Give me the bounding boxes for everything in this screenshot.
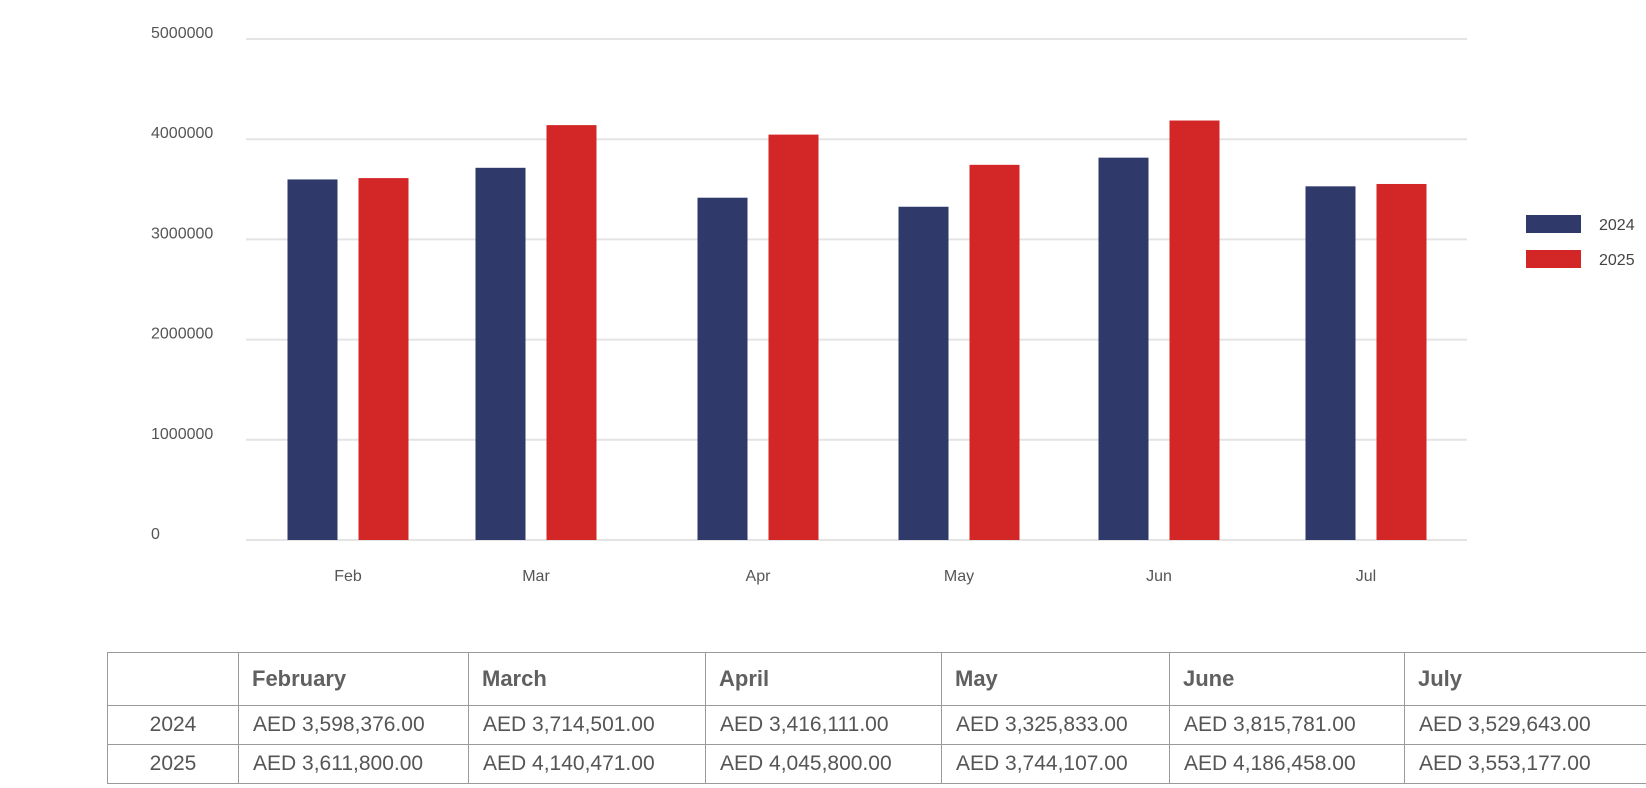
table-header-june: June	[1169, 652, 1405, 706]
legend-label: 2024	[1599, 217, 1635, 234]
table-cell: AED 3,529,643.00	[1404, 705, 1646, 745]
y-tick-label: 3000000	[151, 225, 213, 242]
table-cell: AED 3,598,376.00	[238, 705, 469, 745]
table-header-corner	[107, 652, 239, 706]
table-row: 2024 AED 3,598,376.00 AED 3,714,501.00 A…	[107, 705, 1646, 745]
table-header-row: February March April May June July	[107, 652, 1646, 706]
bars	[287, 120, 1427, 540]
bar-2025-jun	[1169, 120, 1220, 540]
x-tick-label: Jul	[1356, 568, 1376, 585]
bar-2024-jun	[1098, 157, 1149, 540]
grid-lines	[246, 38, 1467, 541]
legend-swatch	[1526, 215, 1581, 233]
bar-2025-feb	[358, 178, 409, 540]
table-header-may: May	[941, 652, 1170, 706]
x-tick-label: Apr	[746, 568, 772, 585]
y-axis-ticks: 0 1000000 2000000 3000000 4000000 5000000	[151, 25, 213, 543]
table-cell: AED 3,744,107.00	[941, 744, 1170, 784]
bar-chart: 0 1000000 2000000 3000000 4000000 5000000 Feb…	[151, 25, 1635, 585]
table-cell: AED 3,714,501.00	[468, 705, 706, 745]
data-table: February March April May June July 2024 …	[107, 652, 1646, 784]
table-header-march: March	[468, 652, 706, 706]
table-cell: AED 4,140,471.00	[468, 744, 706, 784]
x-axis-ticks: Feb Mar Apr May Jun Jul	[334, 568, 1376, 585]
table-cell: AED 3,815,781.00	[1169, 705, 1405, 745]
table-header-july: July	[1404, 652, 1646, 706]
x-tick-label: May	[944, 568, 974, 585]
table-cell: AED 3,611,800.00	[238, 744, 469, 784]
bar-2025-jul	[1376, 183, 1427, 540]
table-cell: AED 3,553,177.00	[1404, 744, 1646, 784]
bar-2024-jul	[1305, 186, 1356, 540]
table-cell: AED 3,416,111.00	[705, 705, 942, 745]
bar-2025-mar	[546, 125, 597, 540]
bar-2024-feb	[287, 179, 338, 540]
table-header-april: April	[705, 652, 942, 706]
bar-2024-mar	[475, 167, 526, 540]
bar-2024-may	[898, 206, 949, 540]
bar-2024-apr	[697, 197, 748, 540]
table-row: 2025 AED 3,611,800.00 AED 4,140,471.00 A…	[107, 744, 1646, 784]
table-cell: AED 3,325,833.00	[941, 705, 1170, 745]
bar-2025-may	[969, 164, 1020, 540]
y-tick-label: 4000000	[151, 125, 213, 142]
y-tick-label: 5000000	[151, 25, 213, 42]
legend-swatch	[1526, 250, 1581, 268]
x-tick-label: Feb	[334, 568, 362, 585]
x-tick-label: Mar	[522, 568, 550, 585]
legend: 2024 2025	[1526, 215, 1635, 269]
y-tick-label: 0	[151, 526, 160, 543]
table-row-label: 2025	[107, 744, 239, 784]
y-tick-label: 2000000	[151, 326, 213, 343]
legend-label: 2025	[1599, 252, 1635, 269]
table-header-february: February	[238, 652, 469, 706]
table-row-label: 2024	[107, 705, 239, 745]
y-tick-label: 1000000	[151, 426, 213, 443]
x-tick-label: Jun	[1146, 568, 1172, 585]
bar-2025-apr	[768, 134, 819, 540]
table-cell: AED 4,186,458.00	[1169, 744, 1405, 784]
table-cell: AED 4,045,800.00	[705, 744, 942, 784]
